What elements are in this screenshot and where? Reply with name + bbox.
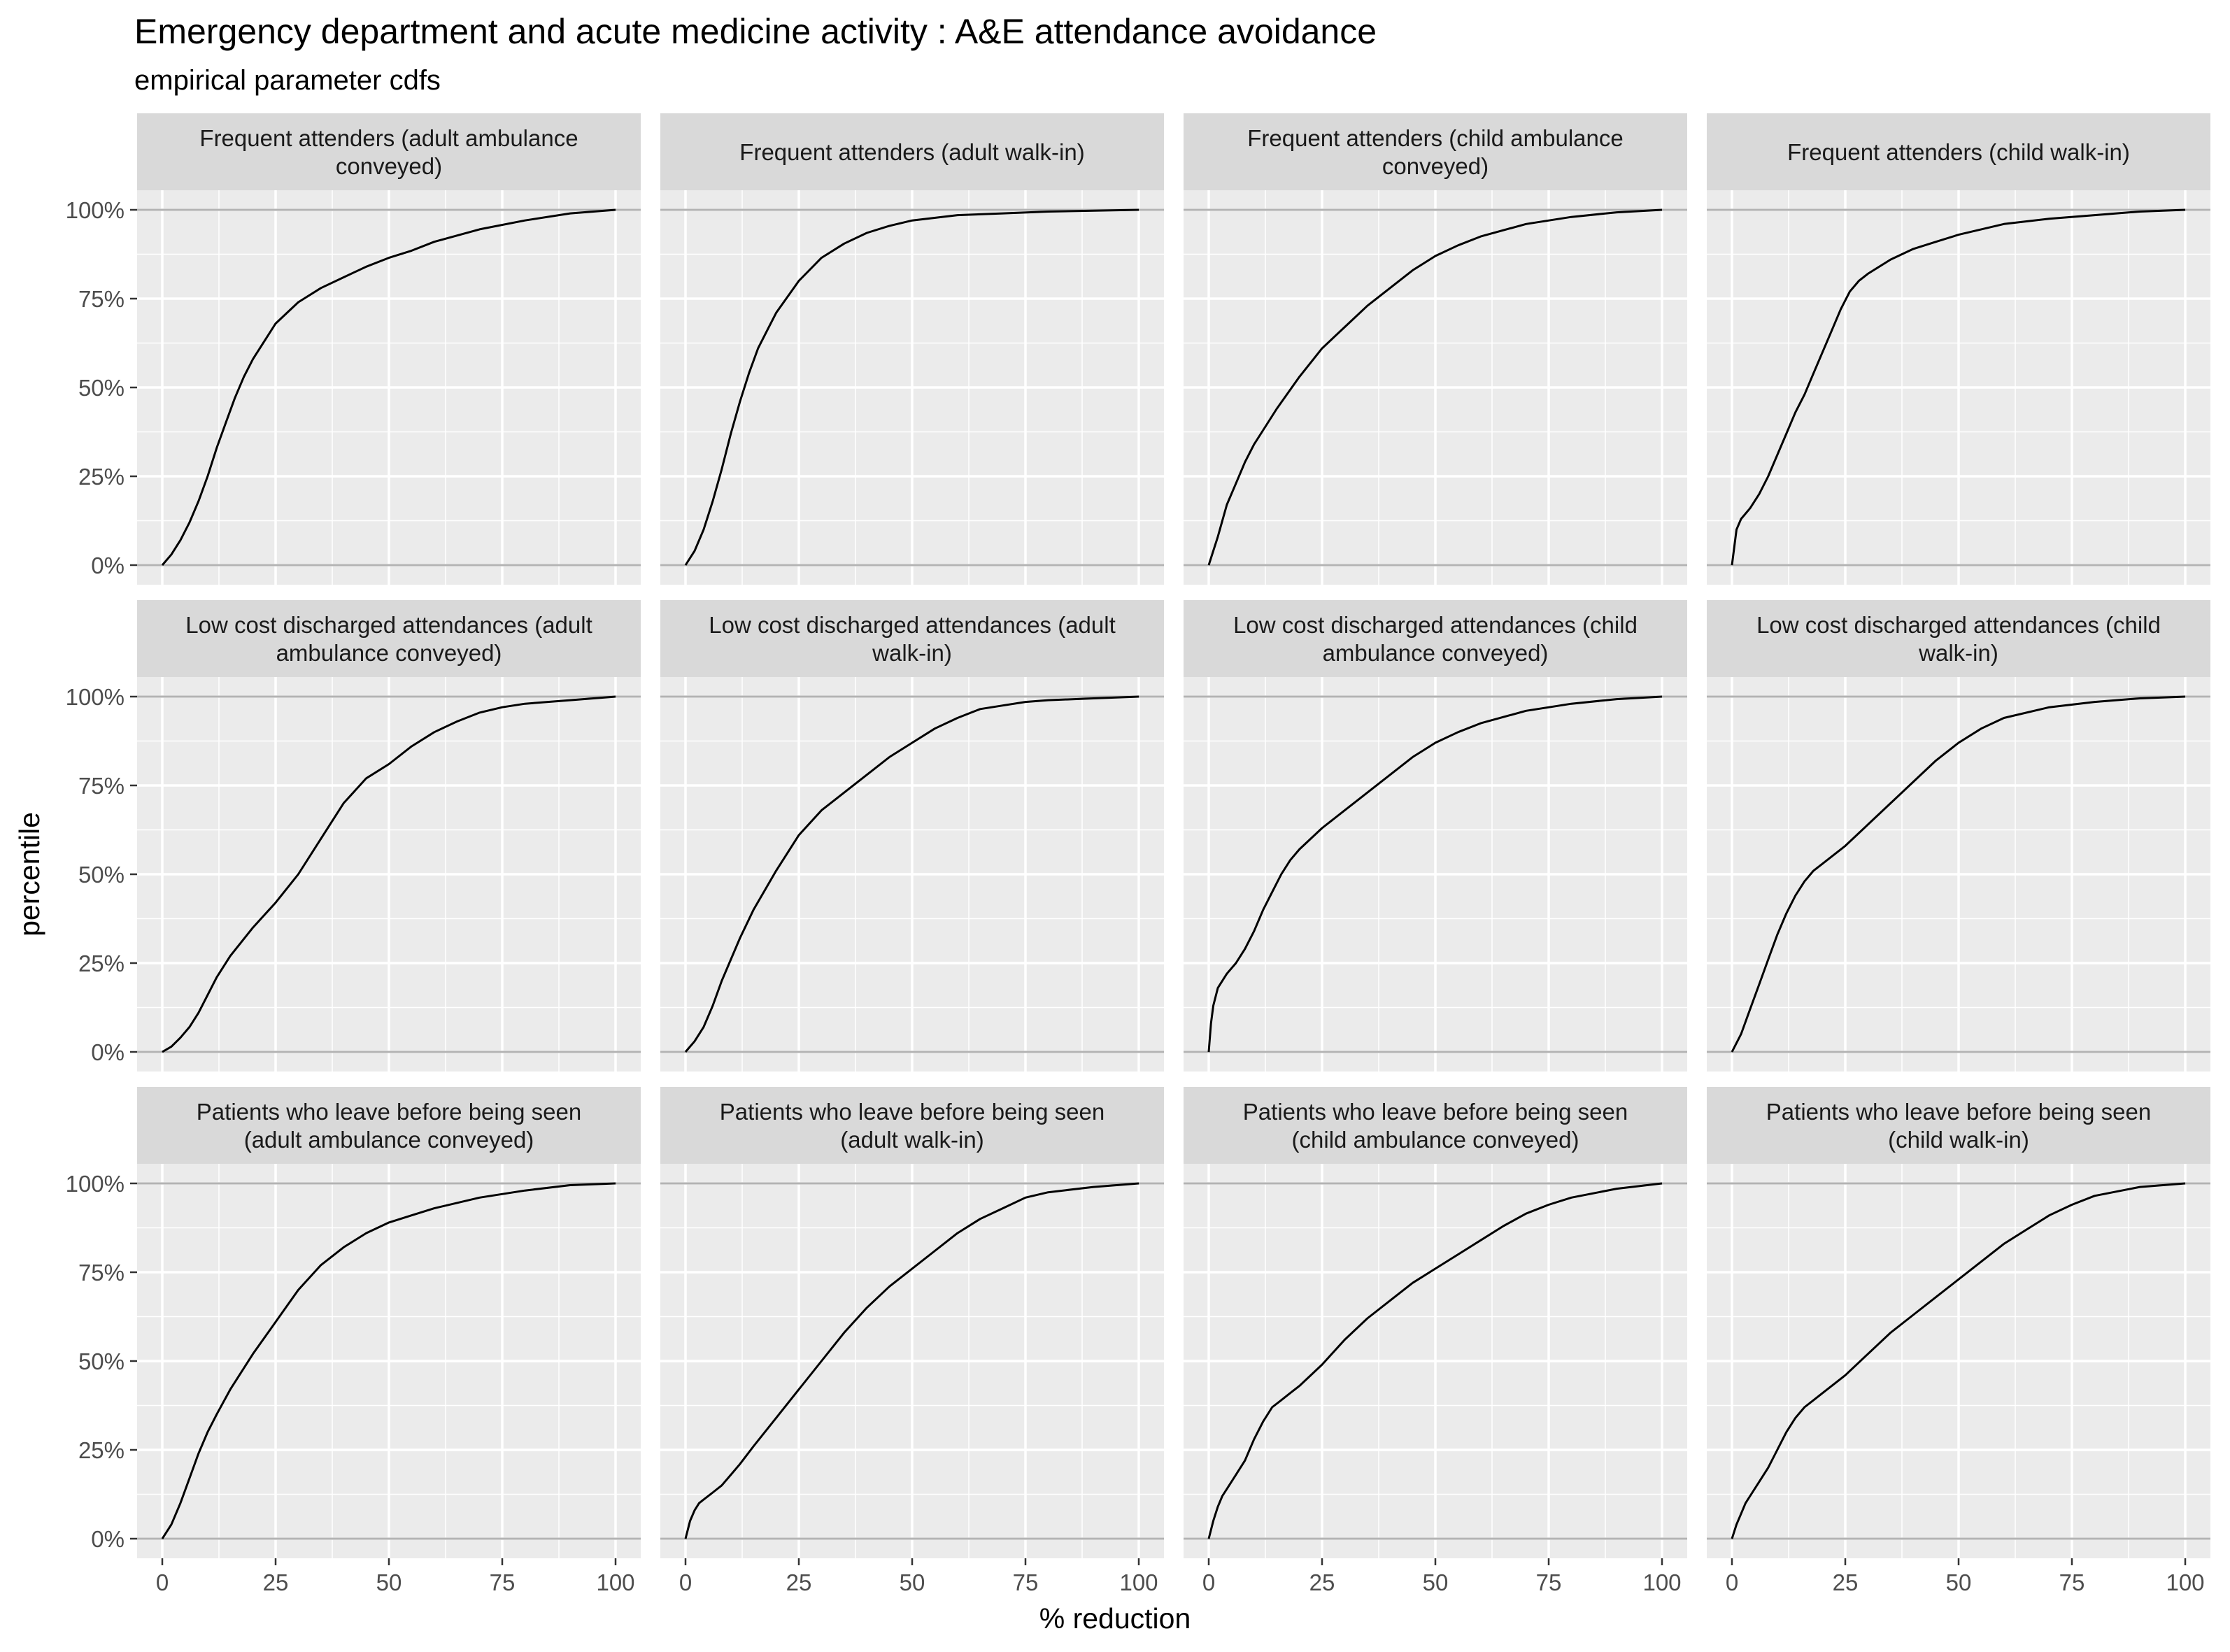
cdf-line — [1731, 1182, 2186, 1539]
x-tick-label: 75 — [490, 1569, 516, 1595]
facet-strip — [1707, 1087, 2210, 1164]
facet-panel: Low cost discharged attendances (adultwa… — [660, 600, 1164, 1071]
facet-panel: Frequent attenders (child ambulanceconve… — [1184, 113, 1687, 585]
facet-strip-label: Frequent attenders (child walk-in) — [1787, 139, 2130, 165]
x-tick-label: 75 — [1013, 1569, 1039, 1595]
facet-panel: Low cost discharged attendances (childam… — [1184, 600, 1687, 1071]
facet-panel: Patients who leave before being seen(adu… — [66, 1087, 641, 1595]
x-tick-label: 25 — [1833, 1569, 1859, 1595]
y-axis-title: percentile — [13, 812, 45, 937]
x-tick-label: 75 — [2059, 1569, 2085, 1595]
y-tick-label: 0% — [91, 1526, 125, 1552]
y-tick-label: 100% — [66, 1171, 125, 1197]
y-tick-label: 75% — [78, 286, 125, 312]
facet-strip — [1184, 1087, 1687, 1164]
facet-strip-label: (child walk-in) — [1888, 1127, 2029, 1153]
facet-strip-label: (adult walk-in) — [840, 1127, 983, 1153]
y-tick-label: 100% — [66, 684, 125, 710]
y-tick-label: 75% — [78, 1260, 125, 1286]
cdf-line — [162, 695, 616, 1053]
x-tick-label: 0 — [679, 1569, 692, 1595]
cdf-line — [161, 1182, 616, 1539]
facet-strip — [660, 113, 1164, 190]
x-tick-label: 100 — [596, 1569, 634, 1595]
facet-strip-label: Frequent attenders (child ambulance — [1247, 125, 1623, 151]
facet-panel: Patients who leave before being seen(chi… — [1707, 1087, 2210, 1595]
facet-panel: Low cost discharged attendances (adultam… — [66, 600, 641, 1071]
facet-strip — [1707, 600, 2210, 677]
cdf-line — [1207, 695, 1663, 1053]
facet-strip-label: (child ambulance conveyed) — [1292, 1127, 1579, 1153]
cdf-line — [1731, 695, 2186, 1053]
facet-strip-label: Frequent attenders (adult walk-in) — [739, 139, 1084, 165]
cdf-line — [1731, 208, 2186, 566]
facet-strip-label: walk-in) — [872, 640, 952, 666]
y-tick-label: 75% — [78, 773, 125, 799]
facet-strip-label: Patients who leave before being seen — [1766, 1099, 2151, 1125]
facet-strip-label: conveyed) — [336, 153, 442, 179]
x-tick-label: 25 — [786, 1569, 812, 1595]
x-tick-label: 50 — [1423, 1569, 1449, 1595]
y-tick-label: 25% — [78, 950, 125, 976]
x-tick-label: 75 — [1536, 1569, 1562, 1595]
cdf-line — [1207, 208, 1663, 566]
facet-strip-label: Frequent attenders (adult ambulance — [199, 125, 578, 151]
x-tick-label: 100 — [1119, 1569, 1158, 1595]
cdf-line — [684, 1182, 1139, 1539]
facet-panel: Low cost discharged attendances (childwa… — [1707, 600, 2210, 1071]
cdf-line — [1207, 1182, 1663, 1539]
facet-strip-label: Patients who leave before being seen — [720, 1099, 1105, 1125]
cdf-line — [684, 695, 1139, 1053]
cdf-line — [684, 208, 1139, 566]
facet-strip-label: Low cost discharged attendances (child — [1756, 612, 2161, 638]
x-tick-label: 50 — [900, 1569, 925, 1595]
facet-panel: Frequent attenders (adult ambulanceconve… — [66, 113, 641, 585]
cdf-line — [161, 208, 616, 566]
facet-strip-label: ambulance conveyed) — [276, 640, 502, 666]
facet-strip-label: Low cost discharged attendances (adult — [709, 612, 1116, 638]
x-tick-label: 25 — [1309, 1569, 1335, 1595]
y-tick-label: 50% — [78, 1348, 125, 1374]
facet-strip — [660, 1087, 1164, 1164]
x-axis-title: % reduction — [1039, 1602, 1191, 1635]
x-tick-label: 100 — [2166, 1569, 2204, 1595]
facet-strip-label: conveyed) — [1382, 153, 1489, 179]
facet-strip-label: ambulance conveyed) — [1323, 640, 1549, 666]
y-tick-label: 25% — [78, 464, 125, 490]
facet-strip-label: walk-in) — [1918, 640, 1998, 666]
facet-panel: Frequent attenders (child walk-in) — [1707, 113, 2210, 585]
x-tick-label: 0 — [1726, 1569, 1738, 1595]
x-tick-label: 0 — [1202, 1569, 1215, 1595]
facet-strip — [137, 600, 641, 677]
facet-strip-label: Patients who leave before being seen — [1243, 1099, 1628, 1125]
facet-strip — [1184, 113, 1687, 190]
facet-strip — [1184, 600, 1687, 677]
facet-panels: Frequent attenders (adult ambulanceconve… — [66, 113, 2210, 1595]
y-tick-label: 100% — [66, 197, 125, 223]
facet-strip-label: Low cost discharged attendances (adult — [185, 612, 592, 638]
y-tick-label: 50% — [78, 862, 125, 888]
x-tick-label: 25 — [263, 1569, 289, 1595]
y-tick-label: 50% — [78, 375, 125, 401]
chart-subtitle: empirical parameter cdfs — [134, 65, 441, 96]
facet-strip — [137, 113, 641, 190]
x-tick-label: 0 — [156, 1569, 169, 1595]
facet-strip-label: Patients who leave before being seen — [197, 1099, 581, 1125]
facet-strip — [137, 1087, 641, 1164]
facet-panel: Frequent attenders (adult walk-in) — [660, 113, 1164, 585]
facet-panel: Patients who leave before being seen(adu… — [660, 1087, 1164, 1595]
facet-strip — [660, 600, 1164, 677]
y-tick-label: 25% — [78, 1437, 125, 1463]
facet-strip — [1707, 113, 2210, 190]
y-tick-label: 0% — [91, 553, 125, 578]
facet-strip-label: Low cost discharged attendances (child — [1233, 612, 1638, 638]
facet-strip-label: (adult ambulance conveyed) — [244, 1127, 534, 1153]
y-tick-label: 0% — [91, 1039, 125, 1065]
facet-panel: Patients who leave before being seen(chi… — [1184, 1087, 1687, 1595]
x-tick-label: 50 — [1946, 1569, 1972, 1595]
chart-title: Emergency department and acute medicine … — [134, 12, 1377, 51]
x-tick-label: 100 — [1642, 1569, 1681, 1595]
x-tick-label: 50 — [376, 1569, 402, 1595]
